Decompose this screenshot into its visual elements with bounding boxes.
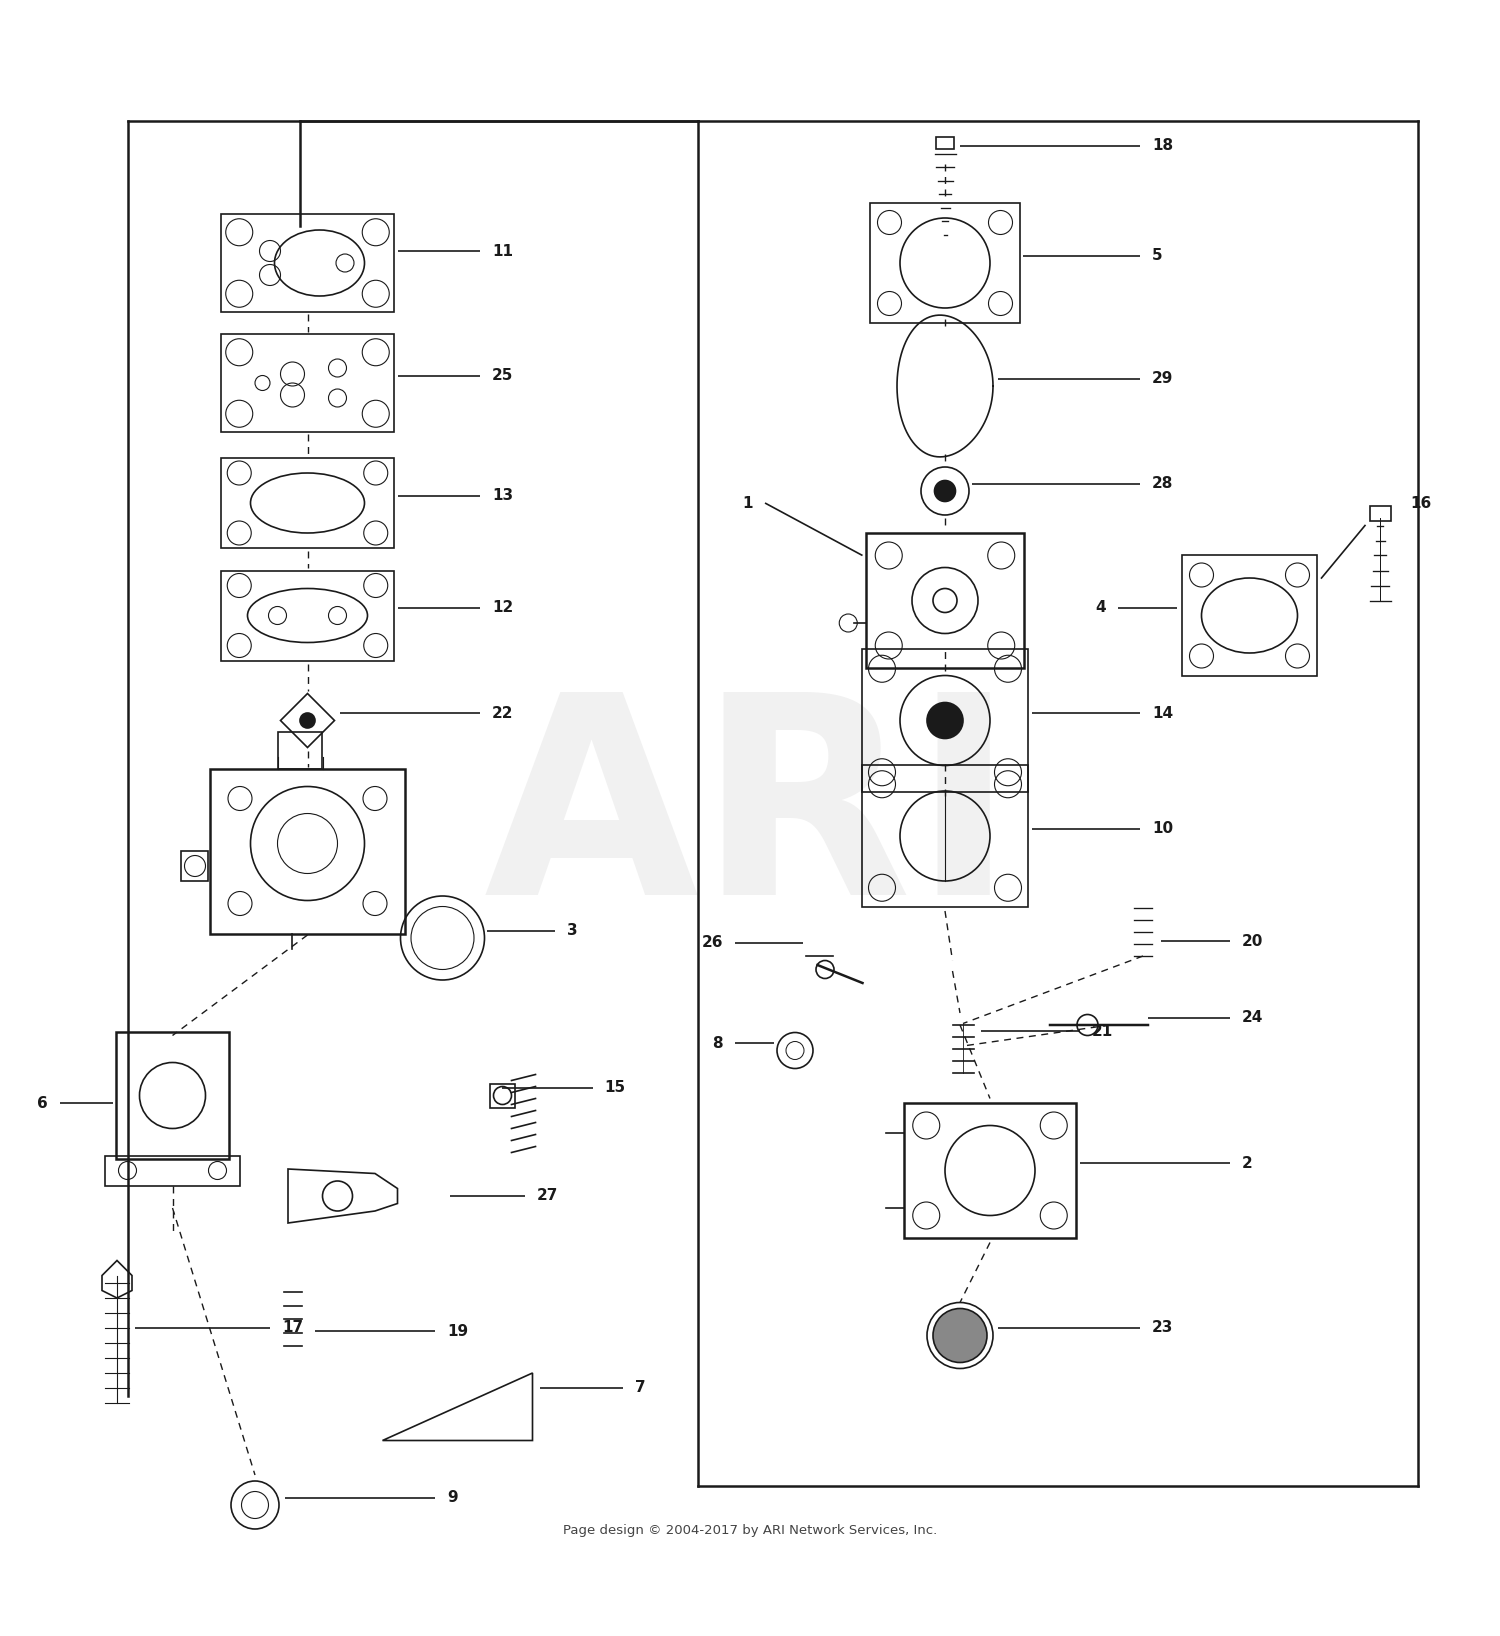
Circle shape — [933, 1309, 987, 1363]
Text: 1: 1 — [742, 496, 753, 510]
Text: 28: 28 — [1152, 476, 1173, 491]
Text: 22: 22 — [492, 705, 513, 720]
Text: 26: 26 — [702, 936, 723, 951]
Circle shape — [934, 481, 956, 502]
Text: 2: 2 — [1242, 1155, 1252, 1170]
Text: 23: 23 — [1152, 1320, 1173, 1335]
Text: 17: 17 — [282, 1320, 303, 1335]
Text: 24: 24 — [1242, 1009, 1263, 1026]
Text: 4: 4 — [1095, 600, 1106, 615]
Text: 12: 12 — [492, 600, 513, 615]
Text: 25: 25 — [492, 368, 513, 383]
Text: 11: 11 — [492, 244, 513, 258]
Text: 18: 18 — [1152, 139, 1173, 154]
Text: 7: 7 — [634, 1381, 645, 1396]
Text: 8: 8 — [712, 1036, 723, 1050]
Circle shape — [300, 713, 315, 728]
Text: 10: 10 — [1152, 821, 1173, 836]
Text: 13: 13 — [492, 488, 513, 502]
Text: 6: 6 — [38, 1096, 48, 1111]
Text: 16: 16 — [1410, 496, 1431, 510]
Text: 14: 14 — [1152, 705, 1173, 720]
Text: ARI: ARI — [484, 682, 1016, 954]
Text: 27: 27 — [537, 1188, 558, 1204]
Text: 19: 19 — [447, 1324, 468, 1338]
Text: 29: 29 — [1152, 371, 1173, 386]
Circle shape — [927, 702, 963, 738]
Text: 20: 20 — [1242, 934, 1263, 949]
Text: 9: 9 — [447, 1490, 458, 1505]
Text: 5: 5 — [1152, 249, 1162, 263]
Text: 21: 21 — [1092, 1024, 1113, 1039]
Text: Page design © 2004-2017 by ARI Network Services, Inc.: Page design © 2004-2017 by ARI Network S… — [562, 1525, 938, 1536]
Text: 15: 15 — [604, 1080, 625, 1096]
Text: 3: 3 — [567, 923, 578, 937]
